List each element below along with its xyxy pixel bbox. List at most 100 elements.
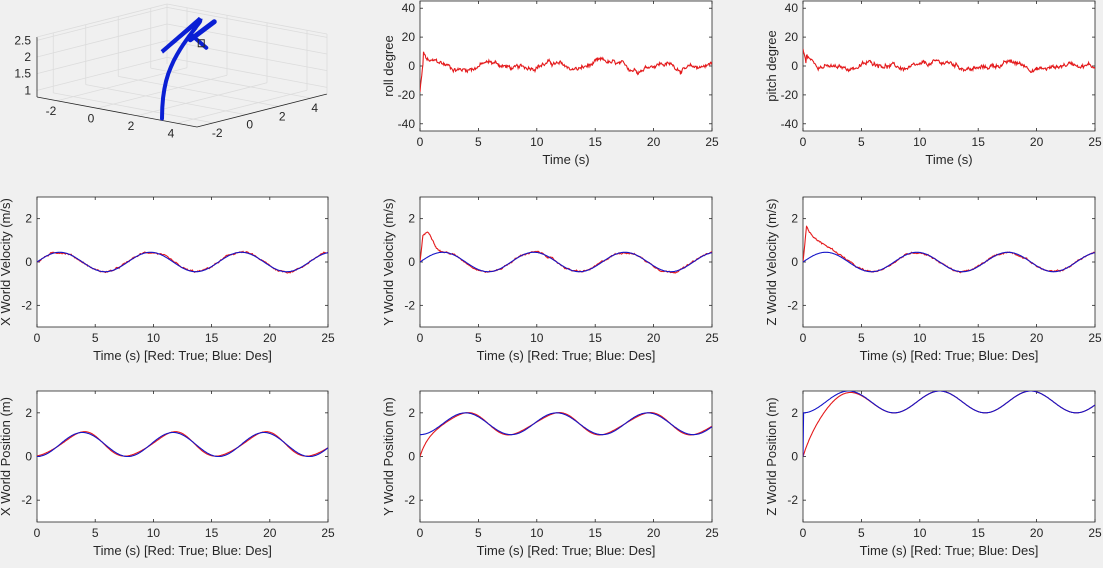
yvel-ytick-label: 2 xyxy=(408,212,415,226)
xpos-xlabel: Time (s) [Red: True; Blue: Des] xyxy=(93,543,272,558)
xpos-xtick-label: 0 xyxy=(34,526,41,540)
ypos-xtick-label: 10 xyxy=(530,526,544,540)
traj3d-grid-wall xyxy=(166,40,328,72)
traj3d-xtick-label: -2 xyxy=(46,104,57,118)
xpos-ytick-label: 0 xyxy=(25,450,32,464)
roll-xtick-label: 10 xyxy=(530,135,544,149)
yvel-xtick-label: 20 xyxy=(647,331,661,345)
roll-ylabel: roll degree xyxy=(381,35,396,96)
pitch-ytick-label: 20 xyxy=(785,30,799,44)
pitch-xtick-label: 20 xyxy=(1030,135,1044,149)
xpos-ylabel: X World Position (m) xyxy=(0,397,13,516)
xvel-xtick-label: 5 xyxy=(92,331,99,345)
traj3d-grid-floor xyxy=(56,67,188,102)
pitch-xtick-label: 25 xyxy=(1088,135,1102,149)
traj3d-grid-floor xyxy=(53,92,214,124)
chart-traj3d: -2 0 2 4 -2 0 2 4 1 1.5 2 2.5 xyxy=(14,3,328,140)
zvel-xtick-label: 5 xyxy=(858,331,865,345)
zpos-xtick-label: 0 xyxy=(800,526,807,540)
ypos-xtick-label: 20 xyxy=(647,526,661,540)
traj3d-frame xyxy=(36,3,168,38)
pitch-xtick-label: 15 xyxy=(972,135,986,149)
chart-yvel: 0 5 10 15 20 25 -2 0 2 Time (s) [Red: True; Blue:… xyxy=(381,196,719,363)
roll-ytick-label: -20 xyxy=(398,88,416,102)
yvel-series-des xyxy=(420,251,712,273)
xpos-ytick-label: -2 xyxy=(21,493,32,507)
traj3d-ztick-label: 1 xyxy=(24,83,31,97)
traj3d-grid-floor xyxy=(85,84,246,116)
zvel-ylabel: Z World Velocity (m/s) xyxy=(764,199,779,326)
traj3d-grid-wall xyxy=(166,56,328,88)
xvel-ylabel: X World Velocity (m/s) xyxy=(0,198,13,326)
xpos-xtick-label: 20 xyxy=(263,526,277,540)
traj3d-grid-wall xyxy=(36,40,168,75)
traj3d-ztick-label: 2.5 xyxy=(14,33,31,47)
xvel-plot-area xyxy=(36,196,329,328)
traj3d-ytick-label: -2 xyxy=(212,126,223,140)
roll-xtick-label: 20 xyxy=(647,135,661,149)
roll-series-true xyxy=(420,51,712,93)
ypos-plot-area xyxy=(419,390,713,523)
traj3d-grid-floor xyxy=(150,67,311,99)
traj3d-frame xyxy=(166,3,328,35)
pitch-ytick-label: 0 xyxy=(791,59,798,73)
chart-xvel: 0 5 10 15 20 25 -2 0 2 Time (s) [Red: True; Blue:… xyxy=(0,196,335,363)
roll-ytick-label: -40 xyxy=(398,117,416,131)
xvel-xtick-label: 0 xyxy=(34,331,41,345)
xvel-xlabel: Time (s) [Red: True; Blue: Des] xyxy=(93,348,272,363)
traj3d-xtick-label: 2 xyxy=(128,119,135,133)
zvel-series-des xyxy=(803,251,1095,273)
chart-ypos: 0 5 10 15 20 25 -2 0 2 Time (s) [Red: True; Blue:… xyxy=(381,390,719,558)
pitch-xtick-label: 5 xyxy=(858,135,865,149)
traj3d-ztick-label: 2 xyxy=(24,50,31,64)
zpos-xtick-label: 10 xyxy=(913,526,927,540)
ypos-ylabel: Y World Position (m) xyxy=(381,397,396,516)
xpos-series-des xyxy=(37,431,328,458)
zpos-ylabel: Z World Position (m) xyxy=(764,397,779,515)
ypos-xtick-label: 5 xyxy=(475,526,482,540)
zpos-xtick-label: 5 xyxy=(858,526,865,540)
zpos-ytick-label: -2 xyxy=(787,493,798,507)
zpos-xtick-label: 20 xyxy=(1030,526,1044,540)
yvel-xlabel: Time (s) [Red: True; Blue: Des] xyxy=(477,348,656,363)
zpos-xtick-label: 25 xyxy=(1088,526,1102,540)
ypos-xtick-label: 0 xyxy=(417,526,424,540)
yvel-xtick-label: 15 xyxy=(589,331,603,345)
traj3d-grid-floor xyxy=(176,89,308,124)
xpos-plot-area xyxy=(36,390,329,523)
pitch-ylabel: pitch degree xyxy=(764,30,779,102)
traj3d-grid-floor xyxy=(118,75,279,107)
traj3d-xtick-label: 4 xyxy=(168,126,175,140)
yvel-ytick-label: 0 xyxy=(408,255,415,269)
pitch-ytick-label: 40 xyxy=(785,1,799,15)
ypos-ytick-label: -2 xyxy=(404,493,415,507)
roll-ytick-label: 20 xyxy=(402,30,416,44)
zpos-ytick-label: 2 xyxy=(791,406,798,420)
traj3d-grid-wall xyxy=(166,6,328,38)
zvel-ytick-label: -2 xyxy=(787,298,798,312)
zpos-xlabel: Time (s) [Red: True; Blue: Des] xyxy=(860,543,1039,558)
xvel-xtick-label: 10 xyxy=(147,331,161,345)
roll-xtick-label: 5 xyxy=(475,135,482,149)
roll-xtick-label: 0 xyxy=(417,135,424,149)
zvel-xlabel: Time (s) [Red: True; Blue: Des] xyxy=(860,348,1039,363)
yvel-xtick-label: 10 xyxy=(530,331,544,345)
traj3d-ytick-label: 4 xyxy=(311,101,318,115)
xvel-ytick-label: 2 xyxy=(25,212,32,226)
traj3d-ytick-label: 0 xyxy=(246,118,253,132)
zvel-plot-area xyxy=(802,196,1096,328)
traj3d-xtick-label: 0 xyxy=(88,111,95,125)
pitch-ytick-label: -20 xyxy=(781,88,799,102)
xpos-xtick-label: 15 xyxy=(205,526,219,540)
chart-zpos: 0 5 10 15 20 25 -2 0 2 Time (s) [Red: True; Blue:… xyxy=(764,390,1102,558)
xvel-xtick-label: 20 xyxy=(263,331,277,345)
zvel-ytick-label: 0 xyxy=(791,255,798,269)
yvel-plot-area xyxy=(419,196,713,328)
roll-xtick-label: 25 xyxy=(705,135,719,149)
traj3d-grid-wall xyxy=(36,23,168,58)
chart-pitch: 0 5 10 15 20 25 -40 -20 0 20 40 Time (s) pitch degre… xyxy=(764,0,1102,167)
ypos-xtick-label: 15 xyxy=(589,526,603,540)
chart-zvel: 0 5 10 15 20 25 -2 0 2 Time (s) [Red: True; Blue:… xyxy=(764,196,1102,363)
roll-ytick-label: 40 xyxy=(402,1,416,15)
